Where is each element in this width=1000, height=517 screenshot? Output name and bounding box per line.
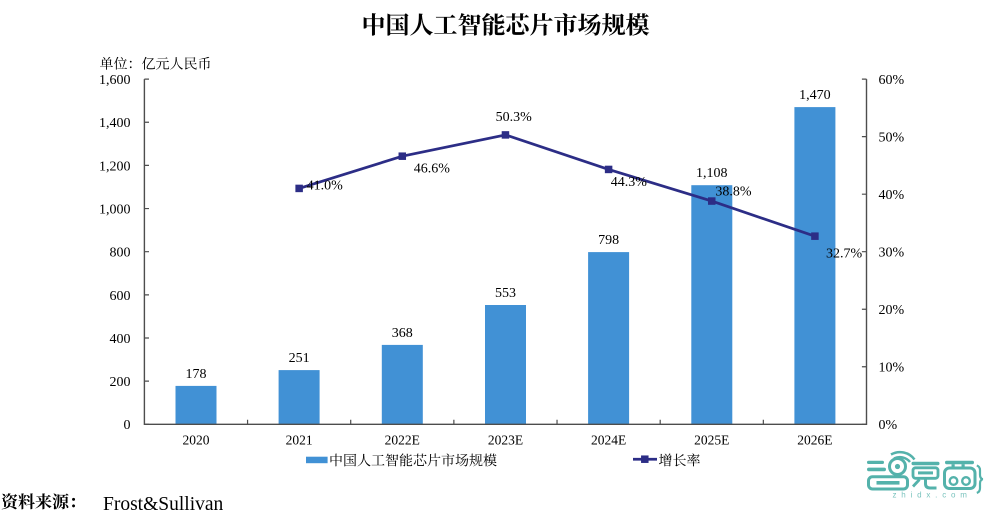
svg-text:200: 200 (110, 375, 131, 390)
svg-text:400: 400 (110, 332, 131, 347)
svg-text:60%: 60% (879, 73, 905, 88)
svg-text:2023E: 2023E (488, 432, 523, 447)
svg-text:1,470: 1,470 (799, 88, 831, 103)
svg-text:600: 600 (110, 289, 131, 304)
svg-text:0%: 0% (879, 418, 898, 433)
svg-text:2020: 2020 (183, 432, 210, 447)
svg-text:1,400: 1,400 (99, 116, 131, 131)
svg-text:44.3%: 44.3% (611, 175, 648, 190)
svg-text:251: 251 (289, 351, 310, 366)
svg-text:zhidx.com: zhidx.com (893, 490, 972, 499)
svg-text:0: 0 (124, 418, 131, 433)
svg-text:800: 800 (110, 246, 131, 261)
svg-text:1,200: 1,200 (99, 159, 131, 174)
svg-text:38.8%: 38.8% (715, 185, 752, 200)
svg-text:Frost&Sullivan: Frost&Sullivan (103, 494, 224, 515)
svg-text:2022E: 2022E (385, 432, 420, 447)
svg-text:178: 178 (186, 367, 207, 382)
svg-text:2025E: 2025E (694, 432, 729, 447)
svg-text:1,108: 1,108 (696, 166, 728, 181)
svg-text:1,600: 1,600 (99, 73, 131, 88)
svg-text:798: 798 (598, 233, 619, 248)
svg-text:32.7%: 32.7% (826, 247, 863, 262)
svg-text:2024E: 2024E (591, 432, 626, 447)
svg-text:10%: 10% (879, 361, 905, 376)
svg-text:20%: 20% (879, 303, 905, 318)
svg-text:368: 368 (392, 326, 413, 341)
svg-text:1,000: 1,000 (99, 202, 131, 217)
svg-text:50%: 50% (879, 131, 905, 146)
svg-text:41.0%: 41.0% (307, 178, 344, 193)
svg-text:50.3%: 50.3% (496, 110, 532, 125)
svg-text:30%: 30% (879, 246, 905, 261)
svg-text:2021: 2021 (286, 432, 313, 447)
svg-text:46.6%: 46.6% (414, 162, 451, 177)
svg-text:40%: 40% (879, 188, 905, 203)
svg-text:553: 553 (495, 286, 516, 301)
svg-text:2026E: 2026E (797, 432, 832, 447)
